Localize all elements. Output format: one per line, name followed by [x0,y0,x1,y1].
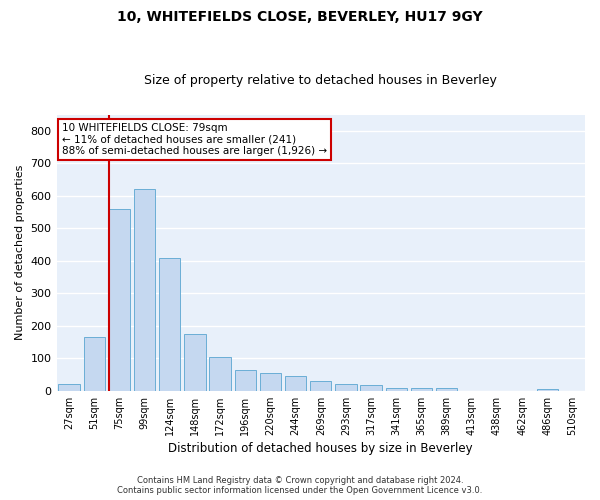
Bar [209,356,231,391]
Bar [361,385,382,391]
Bar [386,388,407,391]
X-axis label: Distribution of detached houses by size in Beverley: Distribution of detached houses by size … [169,442,473,455]
Bar [109,209,130,391]
Title: Size of property relative to detached houses in Beverley: Size of property relative to detached ho… [145,74,497,87]
Bar [159,258,181,391]
Bar [285,376,307,391]
Bar [260,373,281,391]
Bar [536,389,558,391]
Bar [310,381,331,391]
Bar [235,370,256,391]
Bar [184,334,206,391]
Text: 10 WHITEFIELDS CLOSE: 79sqm
← 11% of detached houses are smaller (241)
88% of se: 10 WHITEFIELDS CLOSE: 79sqm ← 11% of det… [62,123,327,156]
Bar [58,384,80,391]
Bar [335,384,356,391]
Text: 10, WHITEFIELDS CLOSE, BEVERLEY, HU17 9GY: 10, WHITEFIELDS CLOSE, BEVERLEY, HU17 9G… [117,10,483,24]
Bar [134,190,155,391]
Text: Contains HM Land Registry data © Crown copyright and database right 2024.
Contai: Contains HM Land Registry data © Crown c… [118,476,482,495]
Bar [83,337,105,391]
Bar [411,388,432,391]
Bar [436,388,457,391]
Y-axis label: Number of detached properties: Number of detached properties [15,165,25,340]
